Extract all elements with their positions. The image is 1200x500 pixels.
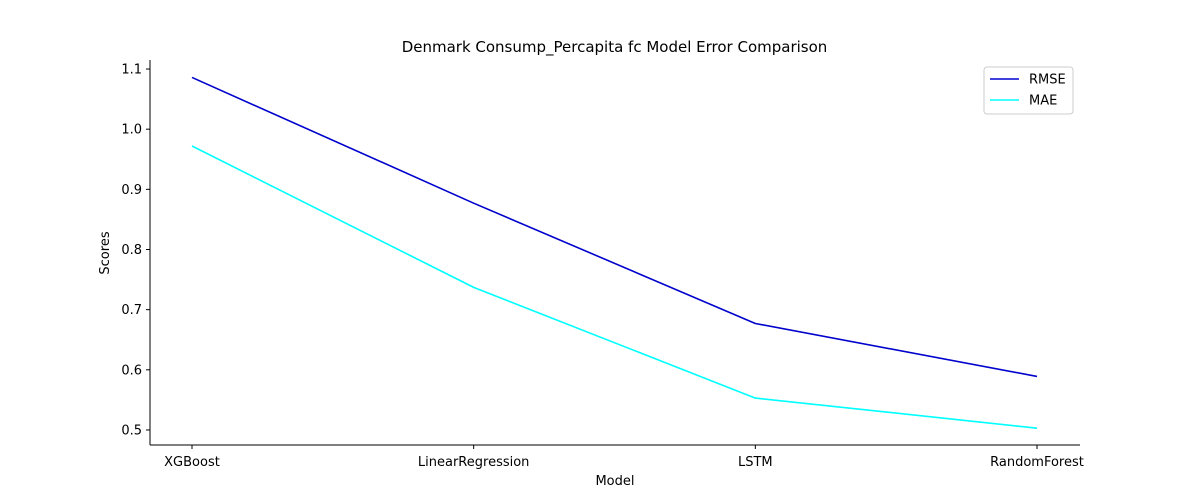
series-line-rmse xyxy=(191,76,1038,378)
legend-label-mae: MAE xyxy=(1029,94,1057,109)
y-tick-label: 0.9 xyxy=(121,183,142,198)
plot-area xyxy=(191,76,1038,429)
x-tick-label: LinearRegression xyxy=(418,455,530,470)
y-tick-label: 0.6 xyxy=(121,363,142,378)
y-axis-label: Scores xyxy=(98,231,113,274)
y-tick-label: 0.7 xyxy=(121,303,142,318)
y-tick-label: 0.8 xyxy=(121,243,142,258)
y-tick-label: 1.1 xyxy=(121,63,142,78)
series-line-mae xyxy=(191,145,1038,429)
x-tick-label: RandomForest xyxy=(990,455,1084,470)
x-tick-label: XGBoost xyxy=(164,455,220,470)
y-tick-label: 0.5 xyxy=(121,423,142,438)
x-axis-label: Model xyxy=(595,474,634,489)
y-axis-ticks: 0.5 0.6 0.7 0.8 0.9 1.0 1.1 xyxy=(121,63,150,438)
x-axis-ticks: XGBoost LinearRegression LSTM RandomForest xyxy=(164,445,1084,470)
legend: RMSE MAE xyxy=(983,66,1074,115)
x-tick-label: LSTM xyxy=(738,455,773,470)
chart-title: Denmark Consump_Percapita fc Model Error… xyxy=(402,38,828,57)
legend-label-rmse: RMSE xyxy=(1029,73,1066,88)
y-tick-label: 1.0 xyxy=(121,123,142,138)
